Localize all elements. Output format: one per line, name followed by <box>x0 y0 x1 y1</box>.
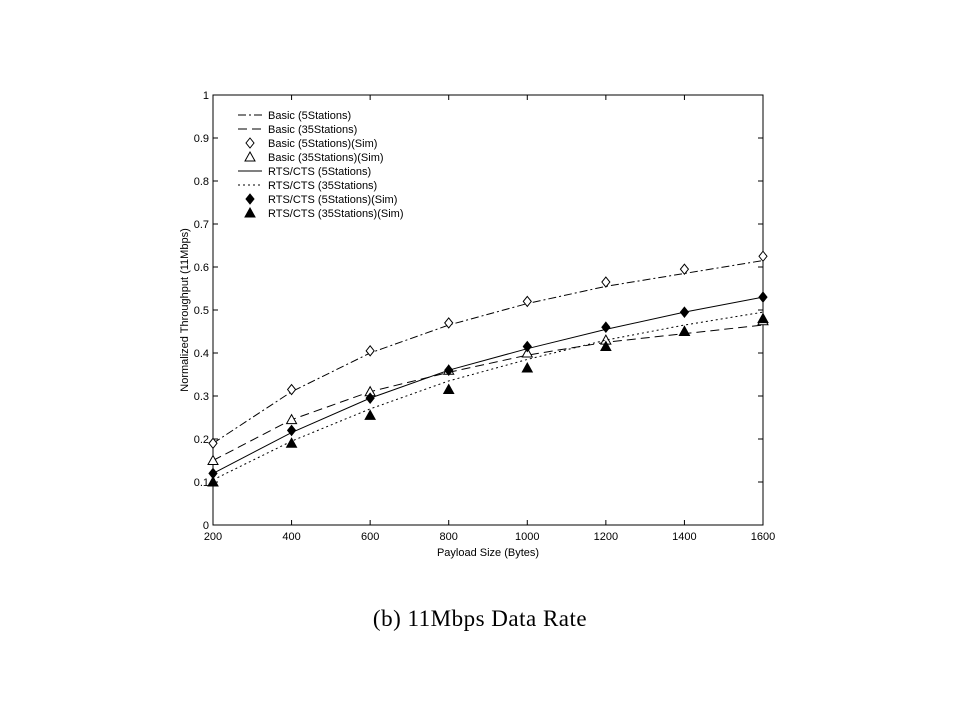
data-point <box>365 345 375 357</box>
legend-item: RTS/CTS (35Stations)(Sim) <box>244 206 404 220</box>
x-tick-label: 200 <box>204 531 222 543</box>
axis-ticks: 200 400 600 800 1000 1200 1400 1600 0 0.1 0.2 0.3 0.… <box>194 90 776 543</box>
legend-marker <box>244 150 256 162</box>
data-point <box>522 340 532 353</box>
series-0 <box>212 260 764 444</box>
legend: Basic (5Stations) Basic (35Stations) Basic… <box>238 110 404 220</box>
data-point <box>286 383 297 396</box>
legend-label: Basic (35Stations)(Sim) <box>268 152 384 164</box>
data-point <box>522 295 532 308</box>
data-point <box>601 321 611 334</box>
legend-marker <box>244 206 256 218</box>
data-point <box>601 276 611 288</box>
y-tick-label: 0.7 <box>194 219 209 231</box>
legend-label: RTS/CTS (5Stations) <box>268 166 371 178</box>
series-7 <box>207 312 769 487</box>
legend-item: RTS/CTS (5Stations)(Sim) <box>245 193 397 206</box>
x-tick-label: 1400 <box>672 531 696 543</box>
data-point <box>442 383 455 395</box>
series-2 <box>208 250 768 450</box>
data-point <box>285 437 298 448</box>
y-tick-label: 0.4 <box>194 348 209 360</box>
y-tick-label: 0.9 <box>194 133 209 145</box>
y-tick-label: 0.1 <box>194 477 209 489</box>
figure-caption: (b) 11Mbps Data Rate <box>372 606 588 631</box>
series-line <box>212 296 764 474</box>
legend-item: Basic (35Stations) <box>238 124 357 136</box>
series-1 <box>212 324 764 461</box>
x-tick-label: 800 <box>440 531 458 543</box>
series-line <box>212 311 764 481</box>
data-point <box>679 263 690 275</box>
x-axis-label: Payload Size (Bytes) <box>437 547 539 559</box>
data-point <box>208 437 218 450</box>
y-tick-label: 0.2 <box>194 434 209 446</box>
data-point <box>758 291 768 303</box>
x-tick-label: 400 <box>282 531 300 543</box>
data-point <box>207 475 219 487</box>
legend-item: Basic (5Stations)(Sim) <box>245 137 377 150</box>
data-point <box>207 454 219 465</box>
x-tick-label: 1600 <box>751 531 775 543</box>
data-point <box>285 413 298 425</box>
y-axis-label: Normalized Throughput (11Mbps) <box>179 228 191 391</box>
data-point <box>444 364 454 377</box>
series-5 <box>212 311 764 481</box>
data-point <box>678 325 691 336</box>
series-line <box>212 260 764 444</box>
legend-label: RTS/CTS (35Stations) <box>268 180 377 192</box>
legend-marker <box>245 193 255 205</box>
x-tick-label: 600 <box>361 531 379 543</box>
y-tick-label: 0.6 <box>194 262 209 274</box>
y-tick-label: 0.3 <box>194 391 209 403</box>
x-tick-label: 1200 <box>594 531 618 543</box>
data-point <box>521 346 534 358</box>
data-point <box>521 362 534 373</box>
data-point <box>365 392 375 404</box>
series-6 <box>208 291 768 480</box>
legend-marker <box>245 137 255 149</box>
legend-label: RTS/CTS (35Stations)(Sim) <box>268 208 404 220</box>
legend-label: Basic (5Stations)(Sim) <box>268 138 377 150</box>
y-tick-label: 1 <box>203 90 209 102</box>
legend-item: Basic (5Stations) <box>238 110 351 122</box>
data-point <box>757 312 769 324</box>
legend-label: Basic (35Stations) <box>268 124 357 136</box>
legend-label: Basic (5Stations) <box>268 110 351 122</box>
data-point <box>758 250 768 263</box>
legend-item: Basic (35Stations)(Sim) <box>244 150 384 164</box>
y-tick-label: 0.5 <box>194 305 209 317</box>
legend-item: RTS/CTS (5Stations) <box>238 166 371 178</box>
legend-label: RTS/CTS (5Stations)(Sim) <box>268 194 397 206</box>
y-tick-label: 0.8 <box>194 176 209 188</box>
data-point <box>679 306 690 318</box>
plot-area <box>212 94 764 526</box>
legend-item: RTS/CTS (35Stations) <box>238 180 377 192</box>
series-line <box>212 324 764 461</box>
series-layer <box>207 250 769 487</box>
x-tick-label: 1000 <box>515 531 539 543</box>
data-point <box>364 409 376 420</box>
y-tick-label: 0 <box>203 520 209 532</box>
data-point <box>286 424 297 437</box>
series-4 <box>212 296 764 474</box>
data-point <box>444 317 454 329</box>
data-point <box>600 340 612 352</box>
